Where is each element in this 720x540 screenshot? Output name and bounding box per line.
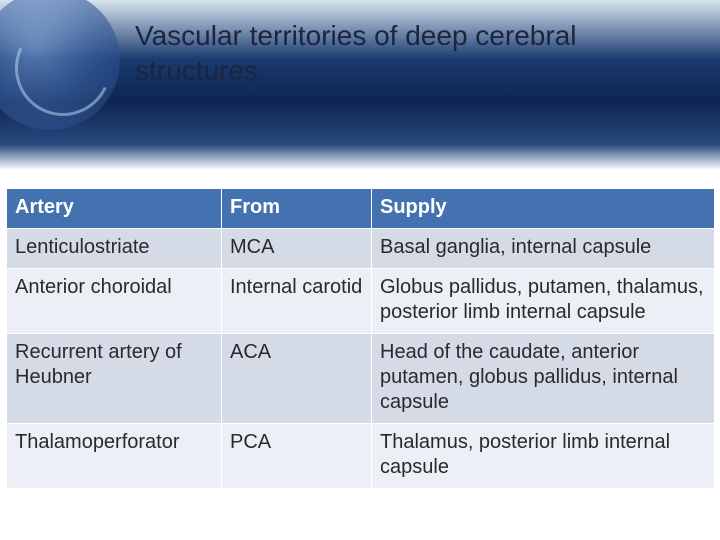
cell-from: PCA bbox=[222, 424, 372, 489]
table-row: Lenticulostriate MCA Basal ganglia, inte… bbox=[7, 229, 715, 269]
cell-from: Internal carotid bbox=[222, 269, 372, 334]
col-header-supply: Supply bbox=[372, 189, 715, 229]
cell-supply: Thalamus, posterior limb internal capsul… bbox=[372, 424, 715, 489]
table-row: Anterior choroidal Internal carotid Glob… bbox=[7, 269, 715, 334]
cell-supply: Head of the caudate, anterior putamen, g… bbox=[372, 334, 715, 424]
cell-artery: Anterior choroidal bbox=[7, 269, 222, 334]
cell-artery: Thalamoperforator bbox=[7, 424, 222, 489]
col-header-artery: Artery bbox=[7, 189, 222, 229]
slide-header: Vascular territories of deep cerebral st… bbox=[0, 0, 720, 170]
col-header-from: From bbox=[222, 189, 372, 229]
cell-from: ACA bbox=[222, 334, 372, 424]
cell-from: MCA bbox=[222, 229, 372, 269]
table-row: Recurrent artery of Heubner ACA Head of … bbox=[7, 334, 715, 424]
content-table-wrap: Artery From Supply Lenticulostriate MCA … bbox=[6, 188, 714, 489]
slide-title: Vascular territories of deep cerebral st… bbox=[135, 18, 655, 88]
table-header-row: Artery From Supply bbox=[7, 189, 715, 229]
cell-supply: Globus pallidus, putamen, thalamus, post… bbox=[372, 269, 715, 334]
table-row: Thalamoperforator PCA Thalamus, posterio… bbox=[7, 424, 715, 489]
cell-artery: Recurrent artery of Heubner bbox=[7, 334, 222, 424]
vascular-table: Artery From Supply Lenticulostriate MCA … bbox=[6, 188, 715, 489]
cell-supply: Basal ganglia, internal capsule bbox=[372, 229, 715, 269]
cell-artery: Lenticulostriate bbox=[7, 229, 222, 269]
